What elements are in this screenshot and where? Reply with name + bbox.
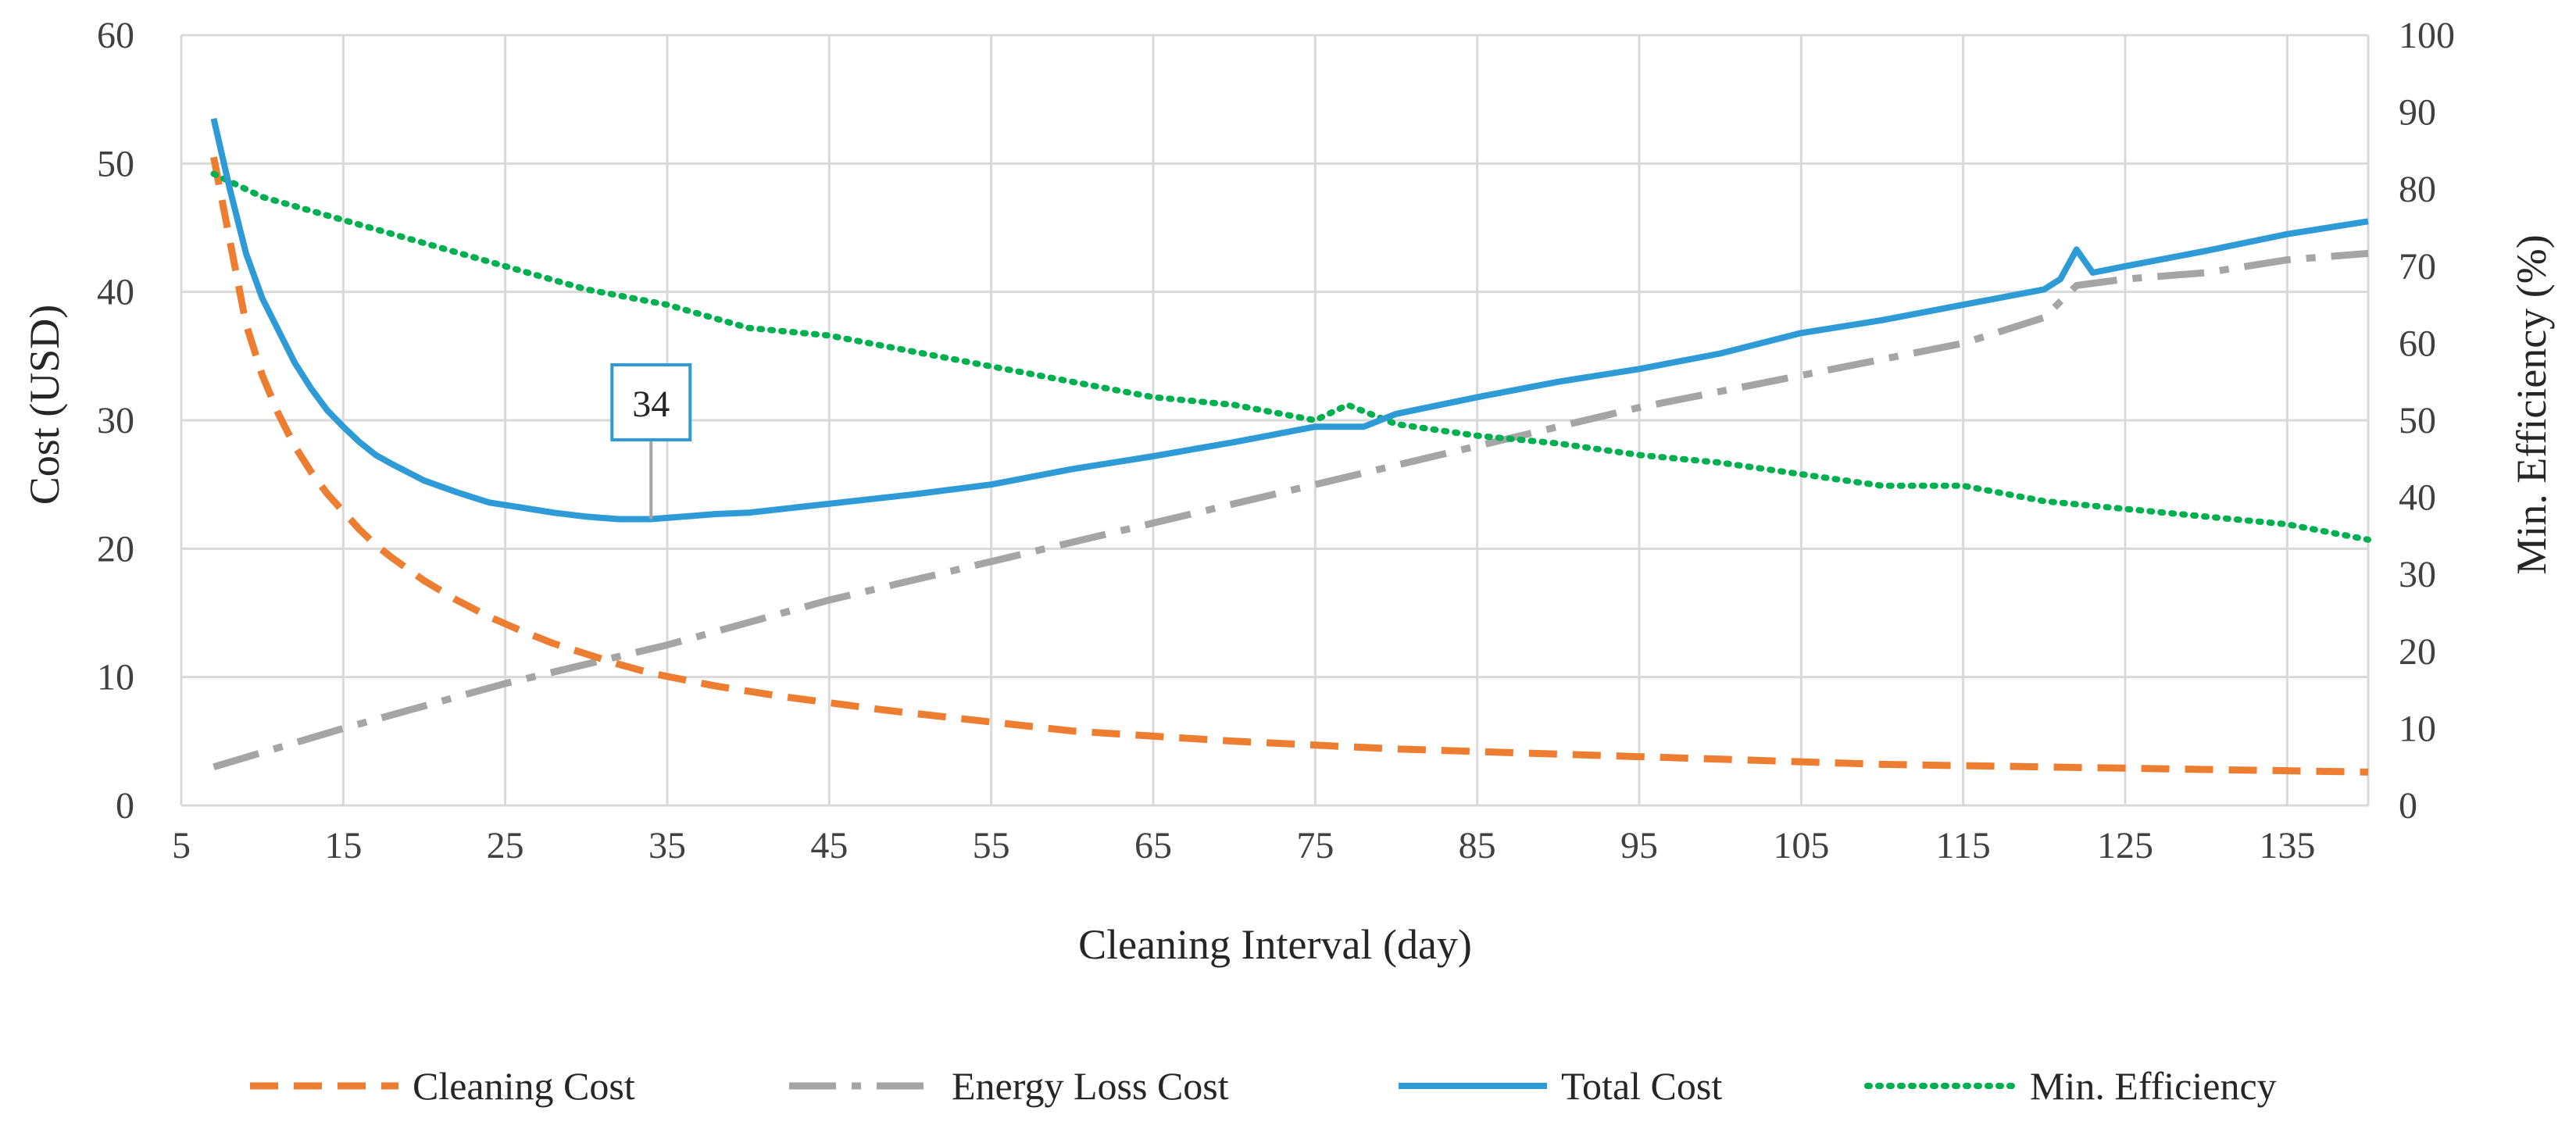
legend-label-total-cost: Total Cost (1561, 1064, 1722, 1108)
y2-tick-label-3: 30 (2399, 554, 2436, 595)
minimum-callout: 34 (610, 363, 692, 520)
x-tick-label-7: 75 (1296, 825, 1334, 866)
x-tick-label-10: 105 (1773, 825, 1829, 866)
y-tick-label-2: 20 (97, 528, 134, 570)
legend-label-energy-loss-cost: Energy Loss Cost (952, 1064, 1229, 1108)
x-tick-label-6: 65 (1134, 825, 1172, 866)
legend-label-cleaning-cost: Cleaning Cost (413, 1064, 635, 1108)
x-tick-label-2: 25 (487, 825, 524, 866)
y-tick-label-1: 10 (97, 657, 134, 698)
gridlines (180, 34, 2368, 807)
x-tick-label-0: 5 (172, 825, 191, 866)
plot-frame (180, 35, 2370, 805)
y-tick-label-3: 30 (97, 400, 134, 441)
series-min-efficiency-line (210, 170, 2371, 543)
x-axis-tick-labels: 5 15 25 35 45 55 65 75 85 95 105 115 125 135 (172, 825, 2315, 866)
y2-axis-tick-labels: 0 10 20 30 40 50 60 70 80 90 100 (2399, 15, 2455, 827)
x-tick-label-12: 125 (2097, 825, 2153, 866)
series-layer (210, 117, 2371, 776)
y2-axis-title: Min. Efficiency (%) (2508, 234, 2555, 574)
y2-tick-label-2: 20 (2399, 631, 2436, 673)
series-cleaning-cost-line (210, 156, 2369, 776)
x-tick-label-5: 55 (973, 825, 1010, 866)
y2-tick-label-5: 50 (2399, 400, 2436, 441)
y-tick-label-4: 40 (97, 272, 134, 313)
y2-tick-label-10: 100 (2399, 15, 2455, 56)
legend: Cleaning Cost Energy Loss Cost Total Cost M… (250, 1064, 2277, 1108)
y2-tick-label-7: 70 (2399, 246, 2436, 287)
y2-tick-label-0: 0 (2399, 785, 2417, 827)
series-energy-loss-cost-line (213, 249, 2369, 771)
y-tick-label-5: 50 (97, 143, 134, 184)
y-axis-tick-labels: 0 10 20 30 40 50 60 (97, 15, 134, 827)
y2-tick-label-4: 40 (2399, 477, 2436, 519)
x-tick-label-4: 45 (810, 825, 848, 866)
x-tick-label-13: 135 (2259, 825, 2315, 866)
x-tick-label-8: 85 (1459, 825, 1496, 866)
y2-tick-label-6: 60 (2399, 323, 2436, 364)
y2-tick-label-9: 90 (2399, 92, 2436, 134)
x-axis-title: Cleaning Interval (day) (1078, 921, 1472, 968)
x-tick-label-1: 15 (324, 825, 362, 866)
callout-box (610, 363, 692, 441)
y2-tick-label-1: 10 (2399, 708, 2436, 749)
x-tick-label-11: 115 (1936, 825, 1991, 866)
y-tick-label-6: 60 (97, 15, 134, 56)
y2-tick-label-8: 80 (2399, 169, 2436, 210)
callout-label: 34 (632, 384, 670, 425)
y-tick-label-0: 0 (116, 785, 134, 827)
x-tick-label-3: 35 (648, 825, 686, 866)
series-total-cost-line (210, 117, 2369, 523)
y-axis-title: Cost (USD) (21, 305, 68, 505)
legend-label-min-efficiency: Min. Efficiency (2030, 1064, 2277, 1108)
x-tick-label-9: 95 (1620, 825, 1658, 866)
